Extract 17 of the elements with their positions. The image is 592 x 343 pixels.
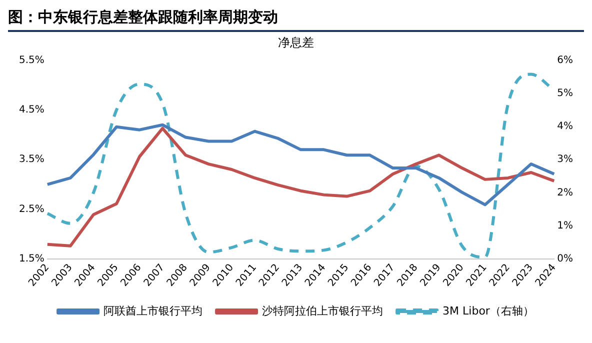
chart-subtitle: 净息差 (278, 35, 314, 50)
y2-tick-label: 3% (557, 154, 574, 166)
y-tick-label: 5.5% (19, 54, 44, 66)
y2-tick-label: 6% (557, 54, 574, 66)
y-tick-label: 4.5% (19, 104, 44, 116)
legend-label: 沙特阿拉伯上市银行平均 (262, 304, 384, 318)
y2-tick-label: 4% (557, 121, 574, 132)
y-tick-label: 1.5% (19, 253, 44, 264)
y-tick-label: 2.5% (19, 204, 44, 215)
y2-tick-label: 5% (557, 88, 574, 100)
legend-label: 3M Libor（右轴） (442, 304, 534, 318)
y2-tick-label: 2% (557, 187, 574, 198)
legend-label: 阿联酋上市银行平均 (104, 304, 203, 318)
y-tick-label: 3.5% (19, 154, 44, 166)
y2-tick-label: 1% (557, 220, 574, 232)
chart-title: 图：中东银行息差整体跟随利率周期变动 (8, 8, 584, 32)
y2-tick-label: 0% (557, 253, 574, 264)
